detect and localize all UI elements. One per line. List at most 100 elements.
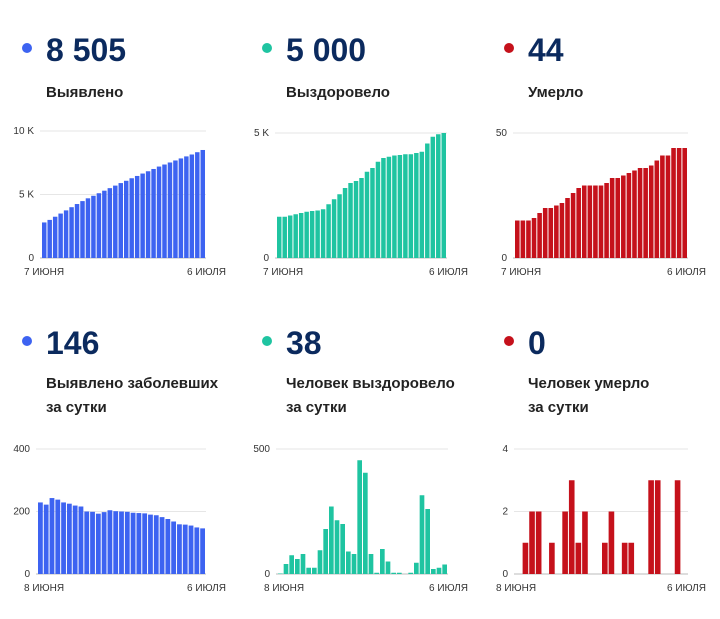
bar (342, 188, 348, 258)
bar (289, 555, 294, 574)
stat-label: Человек выздоровело (286, 375, 455, 392)
bar (80, 201, 85, 258)
bar (403, 154, 408, 258)
bar (346, 551, 351, 574)
bar (648, 480, 654, 574)
x-label-start: 7 ИЮНЯ (501, 267, 541, 278)
bar (61, 502, 66, 574)
bar (118, 183, 123, 258)
bar (72, 505, 78, 574)
bar (570, 193, 576, 258)
bar (96, 193, 102, 258)
bar (63, 210, 69, 258)
bar (576, 188, 581, 258)
bar (615, 178, 621, 258)
teal-dot-icon (262, 43, 272, 53)
bar (287, 215, 293, 258)
bar (298, 213, 304, 258)
bar (587, 185, 593, 258)
chart-4: 0 500 8 ИЮНЯ 6 ИЮЛЯ (253, 444, 468, 594)
bar (282, 216, 287, 258)
bar (529, 511, 535, 574)
bar (142, 513, 148, 574)
bar (52, 216, 58, 258)
bar (660, 155, 665, 258)
bar (323, 529, 328, 574)
bar (49, 498, 55, 574)
chart-5: 0 2 4 8 ИЮНЯ 6 ИЮЛЯ (496, 444, 706, 594)
y-tick-label: 0 (264, 569, 270, 580)
bar (309, 211, 315, 258)
x-label-start: 8 ИЮНЯ (496, 583, 536, 594)
stat-value: 0 (528, 325, 546, 361)
bar (380, 549, 385, 574)
x-label-start: 8 ИЮНЯ (24, 583, 64, 594)
bar (621, 542, 628, 574)
bar (575, 542, 582, 574)
stat-label: Выявлено (46, 84, 124, 101)
bar (153, 515, 159, 574)
y-tick-label: 50 (496, 128, 508, 139)
bar (368, 554, 374, 574)
x-label-end: 6 ИЮЛЯ (667, 267, 706, 278)
bar (549, 542, 555, 574)
bar (300, 554, 306, 574)
bar (113, 511, 119, 574)
bar (436, 134, 441, 258)
bar (648, 165, 654, 258)
stat-value: 8 505 (46, 32, 127, 68)
teal-dot-icon (262, 336, 272, 346)
bar (278, 573, 283, 574)
bar (357, 460, 362, 574)
bar (604, 183, 609, 258)
bar (119, 511, 124, 574)
bar (674, 480, 681, 574)
stat-label: Умерло (528, 84, 584, 101)
bar (130, 512, 136, 574)
bar (593, 185, 598, 258)
bar (74, 204, 80, 258)
y-tick-label: 0 (28, 253, 34, 264)
stat-label: Выздоровело (286, 84, 390, 101)
bar (85, 198, 91, 258)
bar (340, 524, 345, 574)
bar (159, 517, 165, 574)
bar (124, 511, 130, 574)
blue-dot-icon (22, 43, 32, 53)
bar (386, 156, 392, 258)
bar (189, 154, 195, 258)
x-label-start: 8 ИЮНЯ (264, 583, 304, 594)
bar (363, 472, 368, 574)
bar (162, 164, 167, 258)
bar (66, 503, 72, 574)
bar (194, 527, 200, 574)
bar (643, 168, 648, 258)
bar (101, 512, 107, 574)
y-tick-label: 400 (13, 444, 30, 455)
bar (628, 542, 635, 574)
bar (113, 185, 118, 258)
bar (559, 203, 565, 258)
bar (419, 151, 425, 258)
bar (568, 480, 575, 574)
x-label-end: 6 ИЮЛЯ (667, 583, 706, 594)
bar (78, 506, 84, 574)
bar (425, 509, 430, 574)
chart-2: 0 50 7 ИЮНЯ 6 ИЮЛЯ (496, 128, 706, 278)
bar (408, 572, 413, 574)
x-label-end: 6 ИЮЛЯ (429, 267, 468, 278)
y-tick-label: 5 K (19, 190, 34, 201)
bar (136, 513, 142, 574)
chart-3: 0 200 400 8 ИЮНЯ 6 ИЮЛЯ (13, 444, 226, 594)
bar (515, 220, 520, 258)
bar (184, 156, 189, 258)
bar (140, 173, 145, 258)
bar (107, 510, 113, 574)
bar (375, 161, 381, 258)
x-label-start: 7 ИЮНЯ (263, 267, 303, 278)
y-tick-label: 5 K (254, 128, 269, 139)
bar (608, 511, 615, 574)
bar (408, 154, 414, 258)
bar (565, 198, 570, 258)
stat-value: 5 000 (286, 32, 367, 68)
